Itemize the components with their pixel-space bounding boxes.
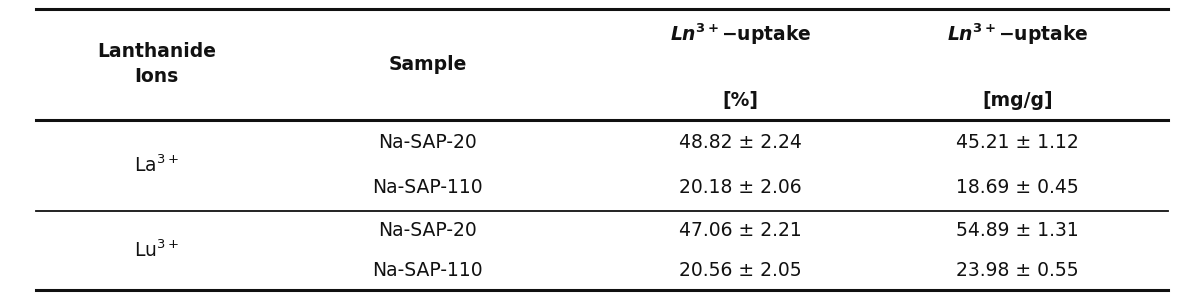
Text: $\bfit{Ln}^{\mathbf{3+}}$$\mathbf{-uptake}$: $\bfit{Ln}^{\mathbf{3+}}$$\mathbf{-uptak…	[946, 22, 1088, 47]
Text: [%]: [%]	[722, 91, 759, 110]
Text: $\bfit{Ln}^{\mathbf{3+}}$$\mathbf{-uptake}$: $\bfit{Ln}^{\mathbf{3+}}$$\mathbf{-uptak…	[669, 22, 811, 47]
Text: 45.21 ± 1.12: 45.21 ± 1.12	[956, 133, 1079, 152]
Text: Na-SAP-110: Na-SAP-110	[372, 179, 483, 198]
Text: La$^{3+}$: La$^{3+}$	[134, 155, 179, 176]
Text: 54.89 ± 1.31: 54.89 ± 1.31	[956, 221, 1079, 240]
Text: Na-SAP-20: Na-SAP-20	[378, 133, 477, 152]
Text: Sample: Sample	[388, 55, 467, 74]
Text: 20.56 ± 2.05: 20.56 ± 2.05	[679, 261, 802, 280]
Text: 47.06 ± 2.21: 47.06 ± 2.21	[679, 221, 802, 240]
Text: Na-SAP-20: Na-SAP-20	[378, 221, 477, 240]
Text: Lanthanide
Ions: Lanthanide Ions	[98, 42, 216, 86]
Text: 23.98 ± 0.55: 23.98 ± 0.55	[956, 261, 1079, 280]
Text: 20.18 ± 2.06: 20.18 ± 2.06	[679, 179, 802, 198]
Text: Na-SAP-110: Na-SAP-110	[372, 261, 483, 280]
Text: Lu$^{3+}$: Lu$^{3+}$	[134, 240, 179, 261]
Text: 48.82 ± 2.24: 48.82 ± 2.24	[679, 133, 802, 152]
Text: 18.69 ± 0.45: 18.69 ± 0.45	[956, 179, 1079, 198]
Text: [mg/g]: [mg/g]	[982, 91, 1052, 110]
